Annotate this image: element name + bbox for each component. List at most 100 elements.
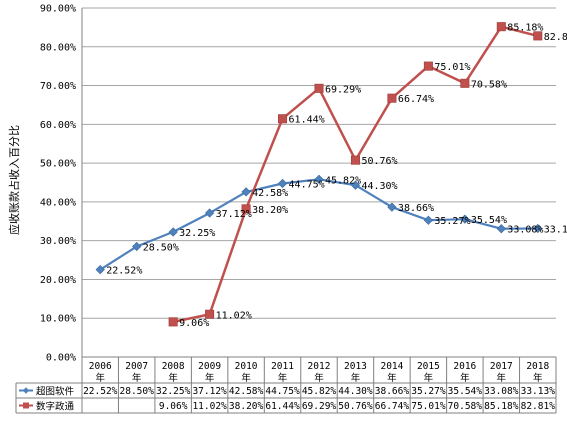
axes: 0.00% 10.00% 20.00% 30.00% 40.00% 50.00% 60.00… xyxy=(40,4,556,364)
y-tick-label: 40.00% xyxy=(40,197,76,208)
table-cell: 70.58% xyxy=(448,401,483,412)
data-point xyxy=(533,223,543,234)
series-line xyxy=(172,25,539,324)
data-point xyxy=(204,208,215,218)
x-tick-label: 2006 xyxy=(89,361,112,372)
data-table: 2006年2007年2008年2009年2010年2011年2012年2013年… xyxy=(15,357,557,414)
table-cell: 82.81% xyxy=(521,401,556,412)
table-cell: 38.20% xyxy=(229,401,264,412)
x-tick-label: 2018 xyxy=(526,361,549,372)
data-label: 11.02% xyxy=(216,310,252,321)
data-point xyxy=(205,309,215,319)
data-label: 70.58% xyxy=(471,79,507,90)
legend-entry: 超图软件 xyxy=(36,386,75,398)
data-point xyxy=(277,178,288,189)
table-cell: 44.75% xyxy=(265,386,300,397)
data-label: 66.74% xyxy=(398,94,434,105)
data-point xyxy=(423,61,433,71)
data-point xyxy=(387,202,397,212)
x-tick-label: 2012 xyxy=(308,361,331,372)
x-tick-suffix: 年 xyxy=(278,372,288,384)
y-tick-label: 70.00% xyxy=(40,81,76,92)
table-cell: 32.25% xyxy=(156,386,191,397)
data-point xyxy=(241,187,251,197)
data-point xyxy=(95,265,105,275)
data-label: 38.66% xyxy=(398,203,434,214)
table-cell: 28.50% xyxy=(120,386,155,397)
x-tick-suffix: 年 xyxy=(497,372,507,384)
data-label: 85.18% xyxy=(507,23,543,34)
data-labels: 22.52% 28.50%32.25%37.12%42.58%44.75% 45.8… xyxy=(106,23,567,329)
data-point xyxy=(278,114,288,124)
data-point xyxy=(496,22,506,32)
x-tick-label: 2017 xyxy=(490,361,513,372)
data-point xyxy=(314,83,324,93)
y-tick-label: 30.00% xyxy=(40,236,76,247)
y-tick-label: 0.00% xyxy=(46,353,76,364)
x-tick-suffix: 年 xyxy=(387,372,397,384)
data-point xyxy=(460,78,470,88)
table-cell: 42.58% xyxy=(229,386,264,397)
data-label: 69.29% xyxy=(325,84,361,95)
x-tick-suffix: 年 xyxy=(241,372,251,384)
table-cell: 66.74% xyxy=(375,401,410,412)
table-cell: 35.27% xyxy=(411,386,446,397)
x-tick-suffix: 年 xyxy=(351,372,361,384)
data-point xyxy=(168,317,178,327)
data-label: 44.30% xyxy=(361,181,397,192)
data-point xyxy=(350,155,360,165)
data-point xyxy=(168,227,178,237)
data-label: 22.52% xyxy=(106,266,142,277)
x-tick-label: 2007 xyxy=(125,361,148,372)
x-tick-suffix: 年 xyxy=(533,372,543,384)
data-label: 42.58% xyxy=(252,188,288,199)
data-label: 9.06% xyxy=(179,318,209,329)
data-point xyxy=(132,241,142,252)
x-tick-label: 2011 xyxy=(271,361,294,372)
table-cell: 22.52% xyxy=(83,386,118,397)
y-axis-label: 应收账款占收入百分比 xyxy=(7,125,21,235)
table-cell: 33.13% xyxy=(521,386,556,397)
table-cell: 75.01% xyxy=(411,401,446,412)
table-cell: 85.18% xyxy=(484,401,519,412)
legend-swatch-marker xyxy=(23,402,29,409)
y-tick-label: 80.00% xyxy=(40,42,76,53)
y-tick-label: 20.00% xyxy=(40,275,76,286)
data-label: 28.50% xyxy=(143,242,179,253)
legend-entry: 数字政通 xyxy=(36,401,75,413)
table-cell: 37.12% xyxy=(192,386,227,397)
table-cell: 33.08% xyxy=(484,386,519,397)
data-label: 75.01% xyxy=(434,62,470,73)
y-tick-label: 60.00% xyxy=(40,120,76,131)
data-point xyxy=(423,215,434,225)
data-label: 38.20% xyxy=(252,205,288,216)
data-label: 50.76% xyxy=(361,156,397,167)
data-point xyxy=(314,174,324,184)
x-tick-suffix: 年 xyxy=(424,372,434,384)
x-tick-label: 2010 xyxy=(235,361,258,372)
x-tick-label: 2015 xyxy=(417,361,440,372)
x-tick-suffix: 年 xyxy=(95,372,105,384)
data-point xyxy=(460,214,470,224)
table-cell: 44.30% xyxy=(338,386,373,397)
data-point xyxy=(350,180,361,190)
x-tick-suffix: 年 xyxy=(168,372,178,384)
x-tick-suffix: 年 xyxy=(205,372,215,384)
data-label: 82.81% xyxy=(544,32,567,43)
x-tick-label: 2014 xyxy=(380,361,403,372)
data-label: 32.25% xyxy=(179,228,215,239)
data-label: 35.54% xyxy=(471,215,507,226)
y-tick-label: 50.00% xyxy=(40,159,76,170)
table-cell: 61.44% xyxy=(265,401,300,412)
x-tick-label: 2009 xyxy=(198,361,221,372)
data-label: 33.08% xyxy=(507,225,543,236)
table-cell: 35.54% xyxy=(448,386,483,397)
x-tick-label: 2008 xyxy=(162,361,185,372)
data-point xyxy=(533,31,543,41)
y-tick-label: 10.00% xyxy=(40,314,76,325)
data-point xyxy=(387,93,397,103)
gridlines xyxy=(82,7,556,319)
data-label: 45.82% xyxy=(325,175,361,186)
legend-swatch-marker xyxy=(22,387,30,394)
data-label: 61.44% xyxy=(289,115,325,126)
